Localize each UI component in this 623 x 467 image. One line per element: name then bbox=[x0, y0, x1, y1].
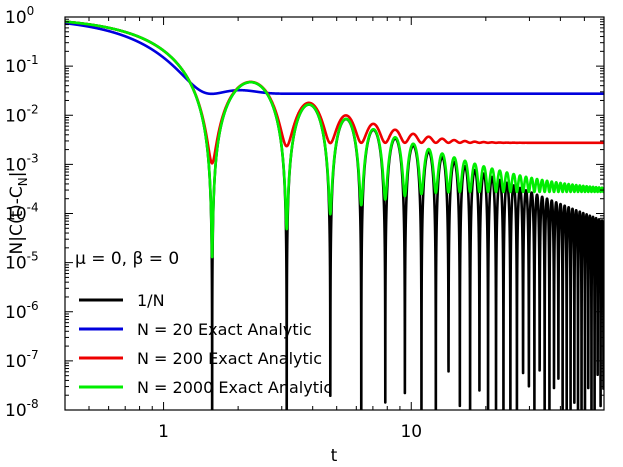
legend-label: N = 200 Exact Analytic bbox=[137, 349, 322, 368]
y-tick-label: 10-4 bbox=[5, 201, 39, 225]
y-tick-exponent: -7 bbox=[27, 348, 39, 362]
y-tick-base: 10 bbox=[5, 57, 27, 77]
y-tick-base: 10 bbox=[5, 155, 27, 175]
series-line-4 bbox=[65, 20, 604, 259]
y-tick-label: 10-8 bbox=[5, 397, 39, 421]
legend-label: N = 2000 Exact Analytic bbox=[137, 378, 332, 397]
x-axis-label: t bbox=[331, 446, 338, 466]
y-tick-base: 10 bbox=[5, 106, 27, 126]
y-tick-base: 10 bbox=[5, 205, 27, 225]
parameter-annotation: μ = 0, β = 0 bbox=[75, 249, 179, 269]
x-tick-label: 10 bbox=[400, 422, 422, 442]
y-tick-label: 10-3 bbox=[5, 151, 39, 175]
legend-label: 1/N bbox=[137, 291, 165, 310]
y-axis-label-main: N|C(t)-C bbox=[7, 186, 27, 254]
ticks-layer bbox=[64, 16, 605, 411]
y-axis-label-tail: | bbox=[7, 172, 27, 178]
y-tick-label: 10-6 bbox=[5, 299, 39, 323]
y-tick-base: 10 bbox=[5, 303, 27, 323]
legend: 1/N N = 20 Exact Analytic N = 200 Exact An… bbox=[79, 291, 332, 397]
y-tick-label: 10-7 bbox=[5, 348, 39, 372]
y-tick-exponent: 0 bbox=[27, 4, 35, 18]
legend-label: N = 20 Exact Analytic bbox=[137, 320, 312, 339]
svg-text:N|C(t)-CN|: N|C(t)-CN| bbox=[7, 172, 30, 255]
x-tick-label: 1 bbox=[158, 422, 169, 442]
series-layer bbox=[65, 20, 604, 410]
y-tick-label: 100 bbox=[5, 4, 34, 28]
y-tick-base: 10 bbox=[5, 8, 27, 28]
y-tick-base: 10 bbox=[5, 352, 27, 372]
y-tick-exponent: -2 bbox=[27, 102, 39, 116]
y-tick-base: 10 bbox=[5, 401, 27, 421]
y-tick-exponent: -3 bbox=[27, 151, 39, 165]
y-axis-label: N|C(t)-CN| bbox=[7, 172, 30, 255]
y-tick-base: 10 bbox=[5, 254, 27, 274]
y-tick-exponent: -1 bbox=[27, 53, 39, 67]
series-line-2 bbox=[65, 21, 604, 96]
y-tick-exponent: -4 bbox=[27, 201, 39, 215]
y-tick-exponent: -6 bbox=[27, 299, 39, 313]
y-tick-label: 10-2 bbox=[5, 102, 39, 126]
y-tick-exponent: -5 bbox=[27, 250, 39, 264]
y-tick-label: 10-5 bbox=[5, 250, 39, 274]
y-axis-label-sub: N bbox=[16, 177, 30, 186]
y-tick-label: 10-1 bbox=[5, 53, 39, 77]
y-tick-exponent: -8 bbox=[27, 397, 39, 411]
